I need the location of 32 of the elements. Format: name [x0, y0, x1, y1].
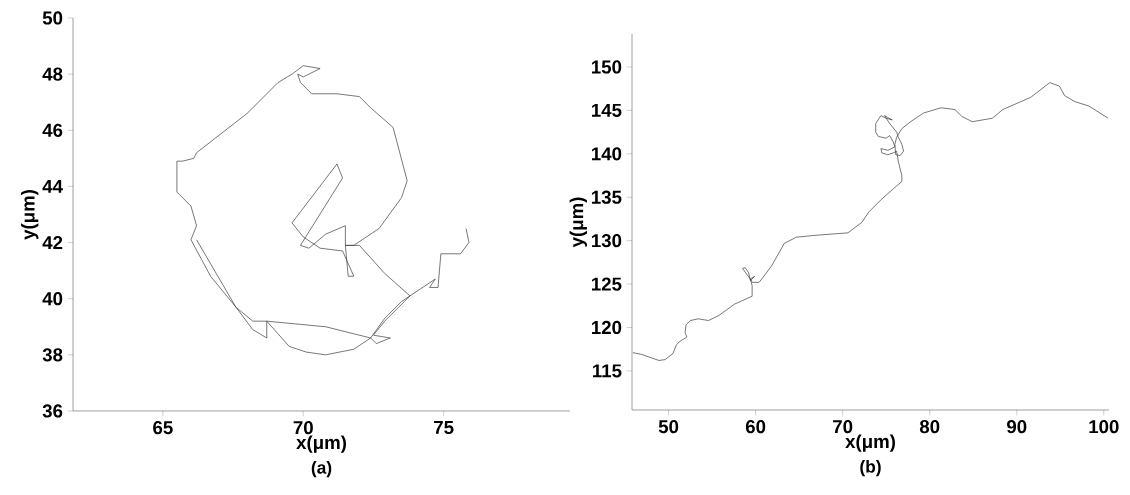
y-tick-label: 42	[42, 236, 63, 250]
y-tick-label: 145	[591, 103, 622, 117]
x-axis-title: x(μm)	[845, 434, 895, 452]
x-tick-label: 50	[658, 420, 679, 434]
y-tick-label: 46	[42, 123, 63, 137]
y-tick-label: 48	[42, 67, 63, 81]
y-tick-label: 150	[591, 60, 622, 74]
x-tick-label: 75	[434, 421, 454, 435]
y-tick-label: 44	[42, 180, 63, 193]
x-tick-label: 70	[833, 420, 853, 434]
x-tick-label: 65	[153, 421, 173, 435]
y-tick-label: 36	[42, 404, 63, 418]
y-axis-title: y(μm)	[569, 197, 587, 248]
y-tick-label: 130	[591, 234, 622, 248]
y-tick-label: 50	[42, 11, 63, 25]
x-tick-label: 60	[745, 420, 766, 434]
x-axis-title: x(μm)	[296, 435, 346, 453]
line-series	[632, 82, 1109, 361]
y-tick-label: 38	[42, 348, 63, 362]
text: (a)	[311, 461, 332, 478]
y-tick-label: 115	[593, 364, 622, 378]
y-tick-label: 135	[591, 190, 622, 204]
y-axis-title: y(μm)	[20, 190, 39, 240]
y-tick-label: 40	[42, 292, 63, 306]
y-tick-label: 120	[591, 320, 622, 335]
y-tick-label: 140	[591, 147, 622, 161]
text: (b)	[860, 460, 881, 477]
x-tick-label: 80	[919, 420, 940, 434]
x-tick-label: 100	[1089, 420, 1119, 434]
x-tick-label: 70	[293, 421, 313, 435]
x-tick-label: 90	[1007, 420, 1027, 434]
y-tick-label: 125	[591, 277, 622, 291]
